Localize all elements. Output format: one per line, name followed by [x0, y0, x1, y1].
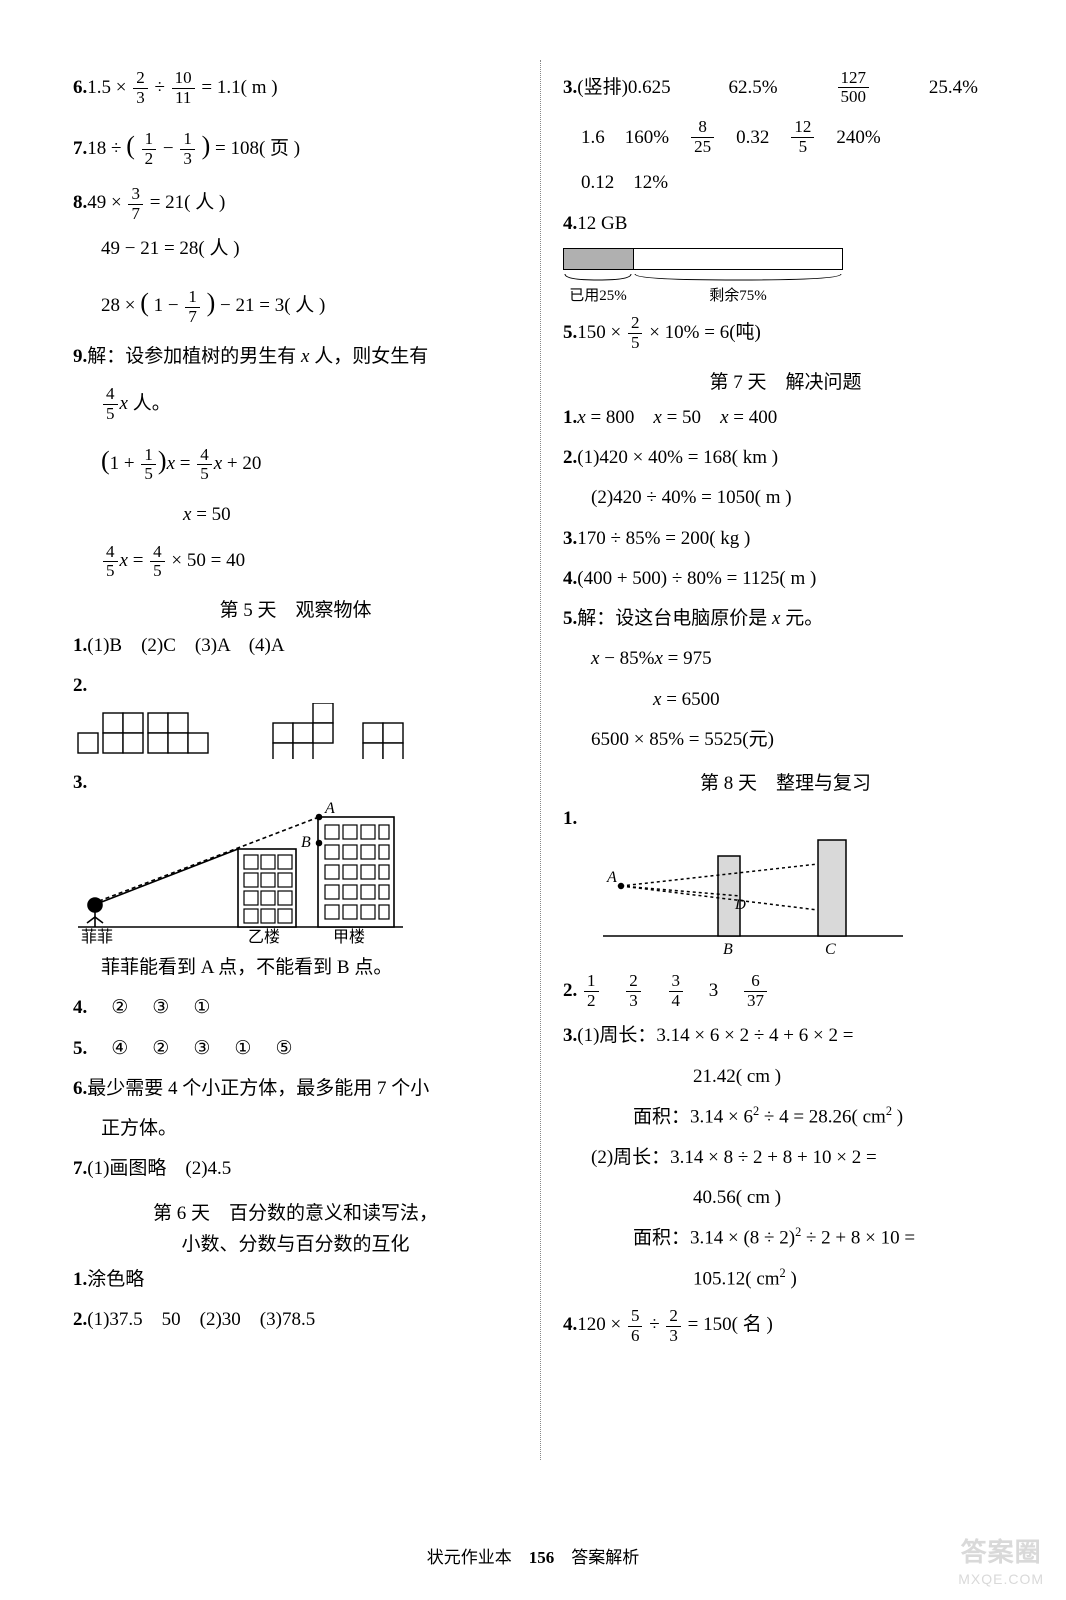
svg-text:乙楼: 乙楼 — [248, 928, 280, 944]
r3-row2: 1.6160% 825 0.32 125 240% — [563, 116, 1008, 160]
bar-diagram — [563, 248, 843, 270]
day8-heading: 第 8 天 整理与复习 — [563, 768, 1008, 795]
watermark: 答案圈 MXQE.COM — [958, 1536, 1044, 1588]
q9d: 45x = 45 × 50 = 40 — [101, 539, 518, 583]
d5-q3: 3. — [73, 767, 518, 944]
d8-q3a: 3.(1)周长：3.14 × 6 × 2 ÷ 4 + 6 × 2 = — [563, 1020, 1008, 1052]
d8-q3a2: 21.42( cm ) — [693, 1061, 1008, 1093]
q8-line3: 28 × ( 1 − 17 ) − 21 = 3( 人 ) — [101, 273, 518, 333]
q6-line: 6.1.5 × 23 ÷ 1011 = 1.1( m ) — [73, 66, 518, 110]
d7-q2a: 2.(1)420 × 40% = 168( km ) — [563, 442, 1008, 474]
q9b: (1 + 15)x = 45x + 20 — [101, 431, 518, 491]
d7-q5: 5.解：设这台电脑原价是 x 元。 — [563, 603, 1008, 635]
q9a: 45x 人。 — [101, 382, 518, 426]
day5-heading: 第 5 天 观察物体 — [73, 595, 518, 622]
left-column: 6.1.5 × 23 ÷ 1011 = 1.1( m ) 7.18 ÷ ( 12… — [55, 60, 536, 1460]
d8-q3a3: 面积：3.14 × 62 ÷ 4 = 28.26( cm2 ) — [633, 1101, 1008, 1134]
d8-q1: 1. A D B C — [563, 803, 1008, 960]
d6-q1: 1.涂色略 — [73, 1264, 518, 1296]
svg-text:B: B — [723, 941, 733, 958]
d7-q5b: x = 6500 — [653, 684, 1008, 716]
d8-q4: 4.120 × 56 ÷ 23 = 150( 名 ) — [563, 1303, 1008, 1347]
d7-q5a: x − 85%x = 975 — [591, 643, 1008, 675]
column-divider — [540, 60, 541, 1460]
d8-q3b: (2)周长：3.14 × 8 ÷ 2 + 8 + 10 × 2 = — [591, 1142, 1008, 1174]
d7-q2b: (2)420 ÷ 40% = 1050( m ) — [591, 482, 1008, 514]
building-view-svg: A B 菲菲 乙楼 甲楼 — [73, 799, 433, 944]
d5-q6: 6.最少需要 4 个小正方体，最多能用 7 个小 — [73, 1073, 518, 1105]
d5-q2: 2. — [73, 670, 518, 758]
q9-text: 9.9.解：设参加植树的男生有 x 人，则女生有解：设参加植树的男生有 x 人，… — [73, 341, 518, 373]
bar-labels: 已用25% 剩余75% — [563, 284, 843, 305]
bar-braces — [563, 272, 843, 284]
svg-text:A: A — [606, 869, 617, 886]
d5-q1: 1.(1)B (2)C (3)A (4)A — [73, 630, 518, 662]
d7-q3: 3.170 ÷ 85% = 200( kg ) — [563, 523, 1008, 555]
svg-text:甲楼: 甲楼 — [333, 928, 365, 944]
geometry-svg: A D B C — [563, 836, 923, 961]
day6-heading-a: 第 6 天 百分数的意义和读写法， — [73, 1198, 518, 1225]
d7-q1: 1.x = 800 x = 50 x = 400 — [563, 402, 1008, 434]
d5-q6b: 正方体。 — [101, 1113, 518, 1145]
right-column: 3.(竖排)0.625 62.5% 127500 25.4% 1.6160% 8… — [545, 60, 1026, 1460]
r4: 4.12 GB — [563, 208, 1008, 240]
svg-text:D: D — [734, 897, 746, 913]
d5-q4: 4.②③① — [73, 992, 518, 1024]
svg-text:B: B — [301, 834, 311, 851]
r5: 5.150 × 25 × 10% = 6(吨) — [563, 311, 1008, 355]
d7-q4: 4.(400 + 500) ÷ 80% = 1125( m ) — [563, 563, 1008, 595]
q9c: x = 50 — [183, 499, 518, 531]
cube-views-svg — [73, 703, 453, 759]
r3-row1: 3.(竖排)0.625 62.5% 127500 25.4% — [563, 66, 1008, 110]
d8-q3b4: 105.12( cm2 ) — [693, 1263, 1008, 1296]
q8-line1: 8.49 × 37 = 21( 人 ) — [73, 181, 518, 225]
svg-text:C: C — [825, 941, 836, 958]
svg-text:A: A — [324, 800, 335, 817]
day6-heading-b: 小数、分数与百分数的互化 — [73, 1229, 518, 1256]
d7-q5c: 6500 × 85% = 5525(元) — [591, 724, 1008, 756]
d8-q2: 2. 12 23 34 3 637 — [563, 969, 1008, 1013]
d8-q3b2: 40.56( cm ) — [693, 1182, 1008, 1214]
d5-q7: 7.(1)画图略 (2)4.5 — [73, 1153, 518, 1185]
page-footer: 状元作业本 156 答案解析 — [0, 1543, 1066, 1568]
q7-line: 7.18 ÷ ( 12 − 13 ) = 108( 页 ) — [73, 116, 518, 176]
r3-row3: 0.12 12% — [563, 167, 1008, 199]
d5-q3-text: 菲菲能看到 A 点，不能看到 B 点。 — [101, 952, 518, 984]
d6-q2: 2.(1)37.5 50 (2)30 (3)78.5 — [73, 1304, 518, 1336]
svg-text:菲菲: 菲菲 — [81, 928, 113, 944]
d8-q3b3: 面积：3.14 × (8 ÷ 2)2 ÷ 2 + 8 × 10 = — [633, 1222, 1008, 1255]
q8-line2: 49 − 21 = 28( 人 ) — [101, 233, 518, 265]
d5-q5: 5.④②③①⑤ — [73, 1033, 518, 1065]
day7-heading: 第 7 天 解决问题 — [563, 367, 1008, 394]
